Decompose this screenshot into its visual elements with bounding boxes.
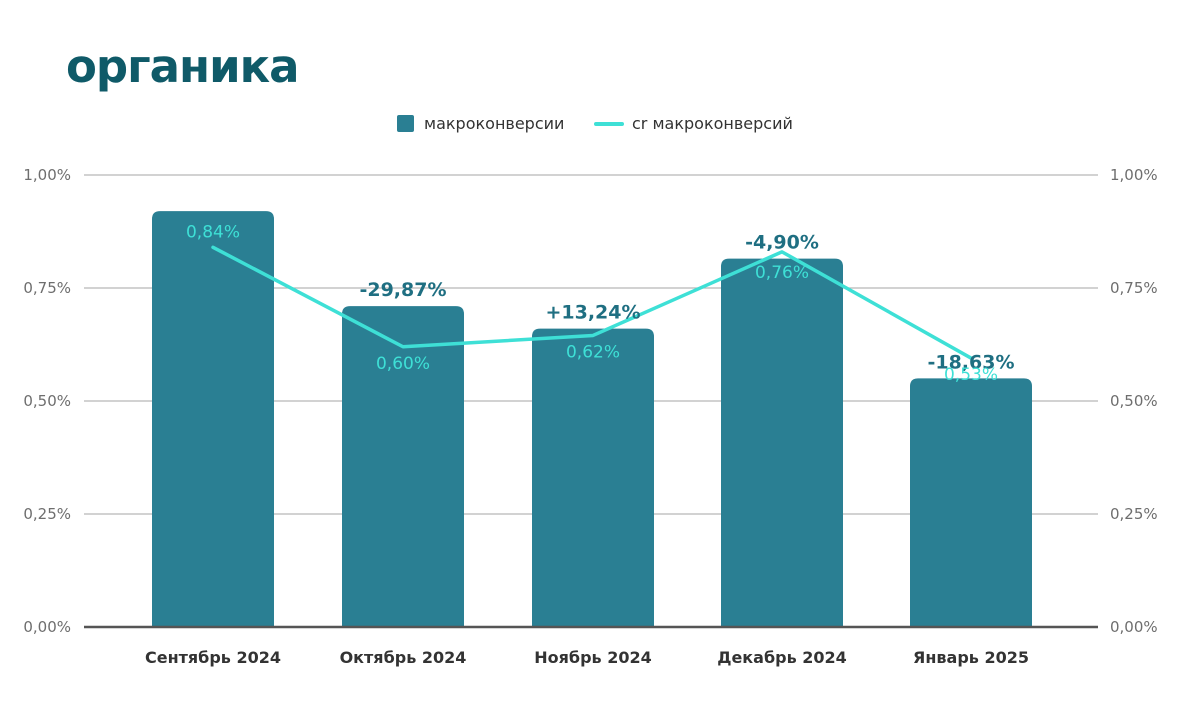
- cr-value-label: 0,53%: [944, 365, 998, 385]
- cr-line-path: [211, 245, 973, 360]
- legend-bar-label: макроконверсии: [424, 114, 564, 133]
- cr-value-label: 0,60%: [376, 354, 430, 374]
- cr-line: [211, 245, 973, 360]
- bar: [532, 328, 654, 627]
- y-tick-left: 1,00%: [23, 166, 71, 184]
- y-tick-right: 0,25%: [1110, 505, 1158, 523]
- page-title: органика: [66, 40, 299, 93]
- change-label: -18,63%: [927, 351, 1014, 373]
- bars: [152, 211, 1032, 627]
- change-label: -4,90%: [745, 232, 819, 254]
- x-tick: Октябрь 2024: [340, 648, 467, 667]
- tick-labels: 0,00% 0,25% 0,50% 0,75% 1,00% 0,00% 0,25% 0,50%…: [23, 166, 1157, 667]
- x-tick: Январь 2025: [913, 648, 1029, 667]
- data-labels: -29,87% +13,24% -4,90% -18,63% 0,84% 0,60% 0,6…: [186, 222, 1015, 385]
- y-tick-right: 0,50%: [1110, 392, 1158, 410]
- y-tick-left: 0,75%: [23, 279, 71, 297]
- bar: [721, 258, 843, 627]
- bar: [342, 306, 464, 627]
- legend-bar-swatch: [397, 115, 414, 132]
- x-tick: Ноябрь 2024: [534, 648, 652, 667]
- cr-value-label: 0,76%: [755, 263, 809, 283]
- legend: макроконверсии cr макроконверсий: [397, 114, 793, 133]
- legend-line-label: cr макроконверсий: [632, 114, 793, 133]
- bar: [152, 211, 274, 627]
- y-tick-left: 0,00%: [23, 618, 71, 636]
- change-label: -29,87%: [359, 279, 446, 301]
- y-tick-left: 0,25%: [23, 505, 71, 523]
- x-tick: Сентябрь 2024: [145, 648, 281, 667]
- y-tick-right: 0,75%: [1110, 279, 1158, 297]
- cr-value-label: 0,62%: [566, 342, 620, 362]
- y-tick-left: 0,50%: [23, 392, 71, 410]
- cr-value-label: 0,84%: [186, 222, 240, 242]
- x-tick: Декабрь 2024: [717, 648, 847, 667]
- change-label: +13,24%: [545, 302, 640, 324]
- bar: [910, 378, 1032, 627]
- y-tick-right: 0,00%: [1110, 618, 1158, 636]
- y-tick-right: 1,00%: [1110, 166, 1158, 184]
